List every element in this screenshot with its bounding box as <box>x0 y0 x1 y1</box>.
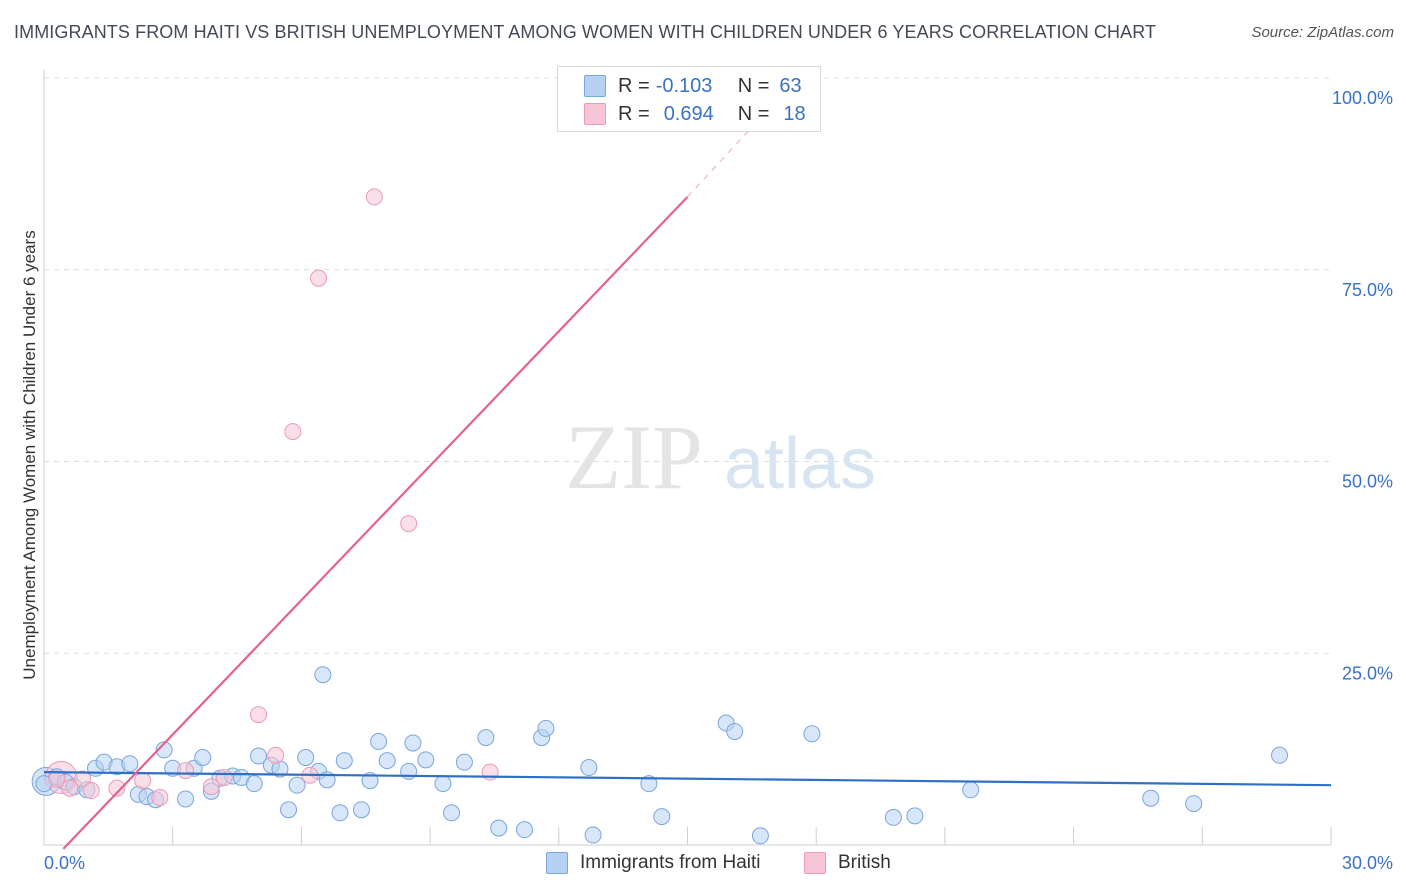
haiti-point <box>331 804 349 822</box>
haiti-point <box>640 775 658 793</box>
british-point <box>267 746 285 764</box>
haiti-point <box>884 808 902 826</box>
haiti-point <box>580 759 598 777</box>
haiti-n-value: 63 <box>779 74 802 97</box>
haiti-point <box>417 751 435 769</box>
haiti-point <box>906 807 924 825</box>
haiti-legend-label: Immigrants from Haiti <box>580 852 761 873</box>
british-point <box>82 782 100 800</box>
haiti-point <box>584 826 602 844</box>
y-tick-label: 50.0% <box>1342 472 1393 492</box>
haiti-point <box>726 722 744 740</box>
british-swatch <box>584 103 606 125</box>
british-point <box>177 762 195 780</box>
chart-title: IMMIGRANTS FROM HAITI VS BRITISH UNEMPLO… <box>14 22 1157 42</box>
watermark-zip: ZIP <box>565 406 703 508</box>
british-point <box>202 778 220 796</box>
british-legend-label: British <box>838 852 891 873</box>
haiti-point <box>653 808 671 826</box>
british-point <box>365 188 383 206</box>
british-n-value: 18 <box>783 102 806 125</box>
haiti-point <box>434 775 452 793</box>
haiti-point <box>443 804 461 822</box>
haiti-point <box>297 749 315 767</box>
legend-row-british: R = 0.694 N = 18 <box>584 101 806 127</box>
british-trend-line <box>62 196 689 850</box>
british-legend-swatch <box>804 852 826 874</box>
haiti-point <box>121 755 139 773</box>
legend-item-british: British <box>804 852 891 874</box>
british-point <box>74 770 92 788</box>
haiti-point <box>803 725 821 743</box>
y-axis-label: Unemployment Among Women with Children U… <box>20 230 39 680</box>
haiti-point <box>404 734 422 752</box>
haiti-point <box>477 729 495 747</box>
british-point <box>61 779 79 797</box>
series-legend: Immigrants from Haiti British <box>0 852 1406 878</box>
british-point <box>215 769 233 787</box>
haiti-point <box>962 781 980 799</box>
haiti-point <box>280 801 298 819</box>
legend-row-haiti: R = -0.103 N = 63 <box>584 73 802 99</box>
haiti-legend-swatch <box>546 852 568 874</box>
y-tick-label: 75.0% <box>1342 280 1393 300</box>
british-point <box>284 423 302 441</box>
points-layer <box>31 71 1289 845</box>
haiti-point <box>515 821 533 839</box>
haiti-r-value: -0.103 <box>655 74 713 97</box>
haiti-point <box>1142 789 1160 807</box>
haiti-point <box>245 775 263 793</box>
british-point <box>400 515 418 533</box>
grid-layer <box>43 70 1332 846</box>
ticks-layer: 100.0% 75.0% 50.0% 25.0% 0.0% 30.0% <box>44 88 1393 873</box>
british-point <box>48 770 66 788</box>
haiti-point <box>378 752 396 770</box>
british-point <box>108 779 126 797</box>
haiti-swatch <box>584 75 606 97</box>
y-axis-label-wrap: Unemployment Among Women with Children U… <box>18 0 42 892</box>
british-r-value: 0.694 <box>663 102 714 125</box>
haiti-trend-line <box>43 771 1332 787</box>
haiti-point <box>314 666 332 684</box>
r-label: R = <box>618 102 650 125</box>
n-label: N = <box>737 74 770 97</box>
n-label: N = <box>737 102 770 125</box>
haiti-point <box>155 741 173 759</box>
british-point <box>310 269 328 287</box>
x-tick-label: 0.0% <box>44 853 85 873</box>
haiti-point <box>751 827 769 845</box>
correlation-legend: R = -0.103 N = 63 R = 0.694 N = 18 <box>557 66 821 132</box>
haiti-point <box>370 732 388 750</box>
haiti-point <box>335 752 353 770</box>
haiti-point <box>177 790 195 808</box>
haiti-point <box>250 747 267 765</box>
haiti-point <box>537 719 555 737</box>
haiti-point <box>288 776 306 794</box>
y-tick-label: 100.0% <box>1332 88 1393 108</box>
watermark-atlas: atlas <box>724 424 876 504</box>
haiti-point <box>1185 795 1203 813</box>
x-tick-label: 30.0% <box>1342 853 1393 873</box>
haiti-point <box>490 819 508 837</box>
british-point <box>151 788 169 806</box>
haiti-point <box>455 753 473 771</box>
source-label: Source: ZipAtlas.com <box>1251 24 1394 41</box>
legend-item-haiti: Immigrants from Haiti <box>546 852 761 874</box>
haiti-point <box>352 801 370 819</box>
r-label: R = <box>618 74 650 97</box>
british-point <box>250 706 267 724</box>
haiti-point <box>194 749 212 767</box>
y-tick-label: 25.0% <box>1342 663 1393 683</box>
haiti-point <box>1271 746 1289 764</box>
british-point <box>134 772 152 790</box>
